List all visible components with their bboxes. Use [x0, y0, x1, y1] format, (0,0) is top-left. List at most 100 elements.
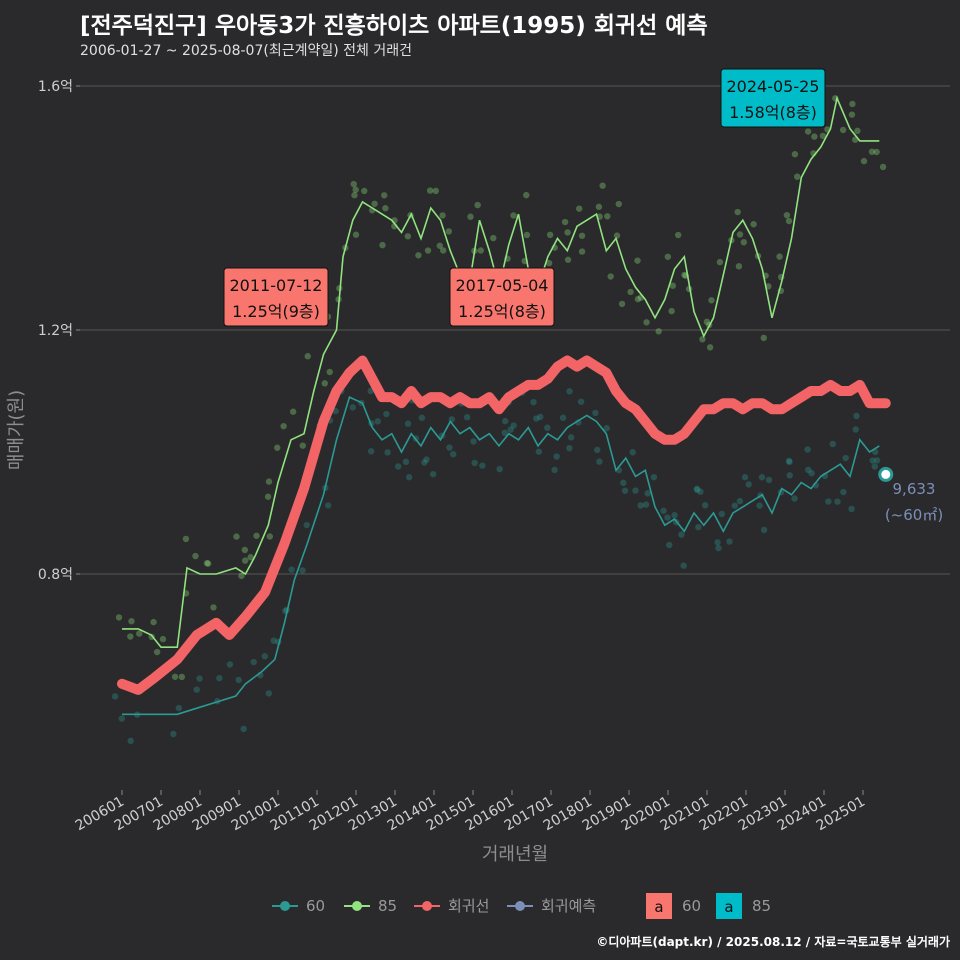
trade-point — [594, 446, 601, 454]
trade-point — [204, 560, 212, 567]
trade-point — [736, 497, 744, 505]
trade-point — [714, 539, 721, 546]
legend-box-glyph: a — [654, 898, 663, 916]
trade-point — [674, 231, 682, 239]
trade-point — [371, 200, 378, 207]
trade-point — [439, 212, 446, 219]
trade-point — [706, 344, 714, 351]
trade-point — [374, 418, 381, 425]
trade-point — [578, 232, 586, 239]
annotation-label: 2011-07-12 1.25억(9층) — [223, 267, 329, 327]
trade-point — [241, 557, 249, 564]
trade-point — [621, 487, 629, 494]
trade-point — [304, 353, 311, 360]
legend-label: 85 — [378, 897, 397, 915]
trade-point — [603, 425, 610, 432]
trade-point — [210, 604, 217, 611]
trade-point — [136, 630, 143, 637]
trade-point — [750, 220, 757, 228]
trade-point — [321, 380, 328, 387]
series-85-line — [122, 95, 880, 648]
trade-point — [501, 417, 509, 425]
trade-point — [404, 420, 412, 427]
trade-point — [634, 295, 642, 303]
trade-point — [819, 132, 827, 140]
trade-point — [235, 676, 242, 684]
trade-point — [871, 463, 878, 470]
trade-point — [786, 472, 793, 479]
trade-point — [559, 414, 567, 421]
trade-point — [553, 453, 560, 460]
trade-point — [620, 479, 627, 486]
trade-point — [507, 426, 514, 433]
trade-point — [111, 693, 119, 700]
trade-point — [270, 637, 277, 644]
legend-box-glyph: a — [724, 898, 733, 916]
trade-point — [471, 459, 478, 467]
trade-point — [544, 424, 551, 431]
trade-point — [681, 271, 688, 279]
trade-point — [474, 201, 481, 209]
trade-point — [326, 368, 333, 376]
trade-point — [561, 218, 569, 226]
y-axis-title: 매매가(원) — [6, 390, 27, 470]
legend-label: 회귀예측 — [541, 897, 596, 915]
trade-point — [299, 442, 306, 449]
trade-point — [680, 562, 687, 569]
forecast-point — [878, 466, 894, 482]
trade-point — [839, 126, 847, 134]
forecast-value: 9,633 — [893, 480, 936, 498]
trade-point — [429, 470, 437, 478]
trade-point — [660, 507, 667, 514]
trade-point — [697, 488, 704, 495]
trade-point — [196, 675, 203, 682]
chart-subtitle: 2006-01-27 ~ 2025-08-07(최근계약일) 전체 거래건 — [80, 43, 412, 59]
trade-point — [615, 200, 622, 208]
trade-point — [760, 526, 768, 534]
trade-point — [379, 241, 386, 249]
grid-lines — [80, 85, 950, 575]
trade-point — [842, 454, 849, 462]
trade-point — [288, 566, 295, 573]
legend-key-dot — [280, 901, 290, 911]
trade-point — [791, 495, 798, 502]
trade-point — [765, 476, 773, 484]
trade-point — [127, 633, 134, 640]
trade-point — [735, 263, 743, 270]
trade-point — [118, 715, 126, 722]
trade-point — [576, 205, 583, 212]
trade-point — [678, 531, 685, 538]
trade-point — [566, 388, 573, 395]
trade-point — [718, 510, 725, 518]
trade-point — [783, 211, 791, 219]
trade-point — [265, 690, 273, 697]
trade-point — [265, 478, 273, 485]
trade-point — [644, 490, 651, 497]
trade-point — [324, 502, 332, 509]
trade-point — [175, 704, 183, 712]
x-axis-ticks: 2006012007012008012009012010012011012012… — [73, 790, 868, 834]
trade-point — [361, 187, 368, 195]
annotations: 2011-07-121.25억(9층)2017-05-041.25억(8층)20… — [223, 68, 943, 524]
trade-point — [479, 462, 486, 469]
trade-point — [604, 213, 611, 220]
trade-point — [496, 465, 503, 473]
trade-point — [693, 485, 701, 492]
trade-point — [533, 415, 540, 422]
trade-point — [578, 248, 586, 255]
trade-point — [238, 572, 245, 580]
trade-point — [170, 730, 177, 738]
annotation-date: 2011-07-12 — [230, 276, 323, 295]
trade-point — [786, 458, 793, 466]
trade-point — [599, 182, 606, 189]
trade-point — [266, 533, 274, 540]
annotation-price: 1.25억(8층) — [458, 302, 546, 321]
trade-point — [716, 258, 724, 266]
trade-point — [741, 474, 749, 481]
trade-point — [776, 253, 783, 260]
trade-point — [701, 502, 709, 509]
trade-point — [595, 203, 603, 211]
trade-point — [405, 474, 413, 481]
trade-point — [523, 231, 531, 239]
